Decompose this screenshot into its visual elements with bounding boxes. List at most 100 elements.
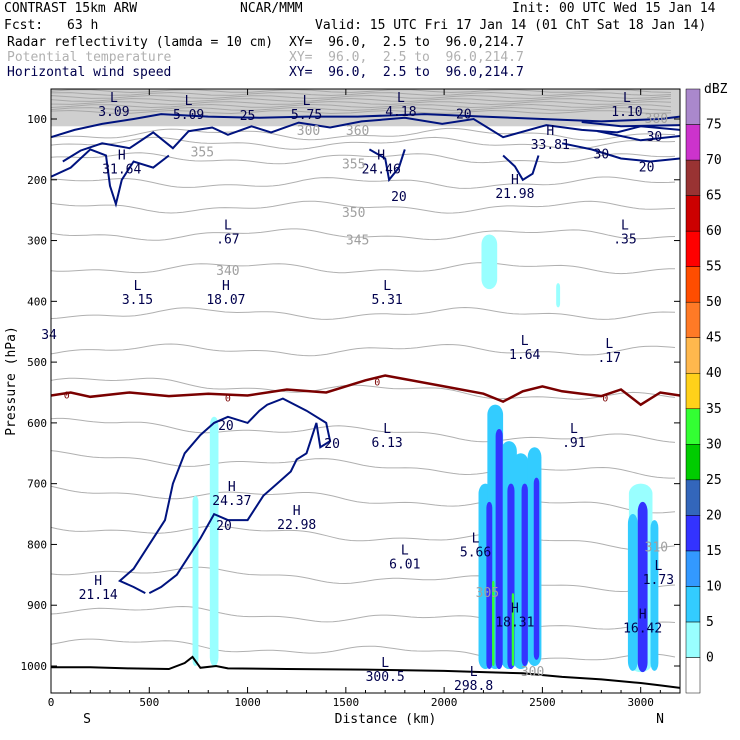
low-marker: L [470, 665, 478, 680]
low-marker: L [303, 94, 311, 109]
contour-label: 305 [476, 586, 499, 601]
theta-contour [51, 92, 672, 97]
high-marker: H [118, 149, 126, 164]
reflectivity-cell [627, 514, 638, 671]
colorbar-swatch [685, 408, 701, 445]
contour-label: 355 [191, 145, 214, 160]
extremum-value: .17 [597, 351, 620, 366]
colorbar-level-label: 65 [706, 189, 722, 204]
colorbar-swatch [685, 159, 701, 196]
extremum-value: 33.81 [531, 138, 570, 153]
reflectivity-cell [637, 501, 648, 673]
low-marker: L [224, 218, 232, 233]
colorbar-level-label: 5 [706, 615, 714, 630]
wind-contour [117, 397, 332, 594]
low-marker: L [623, 91, 631, 106]
organization: NCAR/MMM [240, 1, 303, 16]
x-tick-label: 1000 [234, 696, 261, 709]
field-wind: Horizontal wind speed [7, 65, 172, 80]
theta-contour [51, 107, 672, 111]
theta-contour [51, 638, 676, 662]
model-name: CONTRAST 15km ARW [4, 1, 138, 16]
colorbar-level-label: 15 [706, 544, 722, 559]
theta-contour [51, 485, 676, 514]
valid-time: Valid: 15 UTC Fri 17 Jan 14 (01 ChT Sat … [315, 18, 707, 33]
extremum-value: 6.13 [371, 436, 402, 451]
colorbar-level-label: 25 [706, 473, 722, 488]
theta-contour [51, 104, 672, 108]
contour-label: 345 [346, 234, 369, 249]
contour-label: 0 [225, 393, 231, 404]
low-marker: L [570, 422, 578, 437]
colorbar-swatch [685, 337, 701, 374]
colorbar-level-label: 35 [706, 402, 722, 417]
reflectivity-cell [495, 428, 503, 670]
colorbar-swatch [685, 195, 701, 232]
north-end-label: N [656, 712, 664, 727]
south-end-label: S [83, 712, 91, 727]
high-marker: H [639, 607, 647, 622]
extremum-value: 24.37 [212, 494, 251, 509]
y-tick-label: 100 [27, 113, 47, 126]
x-tick-label: 2000 [431, 696, 458, 709]
colorbar-swatch [685, 586, 701, 623]
high-marker: H [511, 173, 519, 188]
reflectivity-cell [481, 234, 498, 290]
low-marker: L [134, 279, 142, 294]
field-theta-xy: XY= 96.0, 2.5 to 96.0,214.7 [289, 50, 524, 65]
low-marker: L [654, 559, 662, 574]
theta-contour [51, 200, 676, 214]
colorbar-swatch [685, 621, 701, 658]
y-tick-label: 700 [27, 478, 47, 491]
colorbar-swatch [685, 372, 701, 410]
theta-contour [51, 89, 672, 93]
contour-label: 0 [64, 390, 70, 401]
contour-label: 30 [594, 147, 610, 162]
y-tick-label: 900 [27, 599, 47, 612]
theta-contour [51, 525, 676, 551]
reflectivity-cell [209, 416, 219, 666]
colorbar-level-label: 55 [706, 260, 722, 275]
x-tick-label: 1500 [333, 696, 360, 709]
theta-contour [51, 110, 672, 114]
contour-label: 20 [456, 108, 472, 123]
extremum-value: 3.09 [98, 105, 129, 120]
contour-label: 20 [391, 190, 407, 205]
field-reflectivity: Radar reflectivity (lamda = 10 cm) [7, 35, 274, 50]
y-tick-label: 300 [27, 235, 47, 248]
extremum-value: .91 [562, 436, 585, 451]
contour-label: 360 [346, 124, 369, 139]
theta-contour [51, 306, 676, 320]
wind-contour [597, 130, 680, 142]
high-marker: H [293, 504, 301, 519]
reflectivity-cell [521, 483, 528, 666]
extremum-value: 21.98 [495, 187, 534, 202]
colorbar-unit: dBZ [704, 82, 728, 97]
theta-contour [51, 127, 675, 141]
high-marker: H [94, 574, 102, 589]
extremum-value: 16.42 [623, 621, 662, 636]
x-tick-label: 500 [139, 696, 159, 709]
high-marker: H [228, 480, 236, 495]
field-wind-xy: XY= 96.0, 2.5 to 96.0,214.7 [289, 65, 524, 80]
x-tick-label: 3000 [627, 696, 654, 709]
extremum-value: 3.15 [122, 293, 153, 308]
colorbar-swatch [685, 657, 701, 694]
extremum-value: 5.31 [371, 293, 402, 308]
y-tick-label: 800 [27, 538, 47, 551]
low-marker: L [621, 218, 629, 233]
wind-contour [51, 148, 170, 208]
wind-contour [561, 142, 680, 163]
contour-label: 300 [521, 665, 544, 680]
contour-label: 20 [639, 161, 655, 176]
forecast-label: Fcst: [4, 18, 44, 33]
colorbar-level-label: 40 [706, 366, 722, 381]
contour-label: 20 [218, 419, 234, 434]
extremum-value: 22.98 [277, 518, 316, 533]
field-theta: Potential temperature [7, 50, 172, 65]
plot-frame [50, 88, 681, 694]
extremum-value: 18.31 [495, 615, 534, 630]
field-reflectivity-xy: XY= 96.0, 2.5 to 96.0,214.7 [289, 35, 524, 50]
colorbar-level-label: 20 [706, 508, 722, 523]
